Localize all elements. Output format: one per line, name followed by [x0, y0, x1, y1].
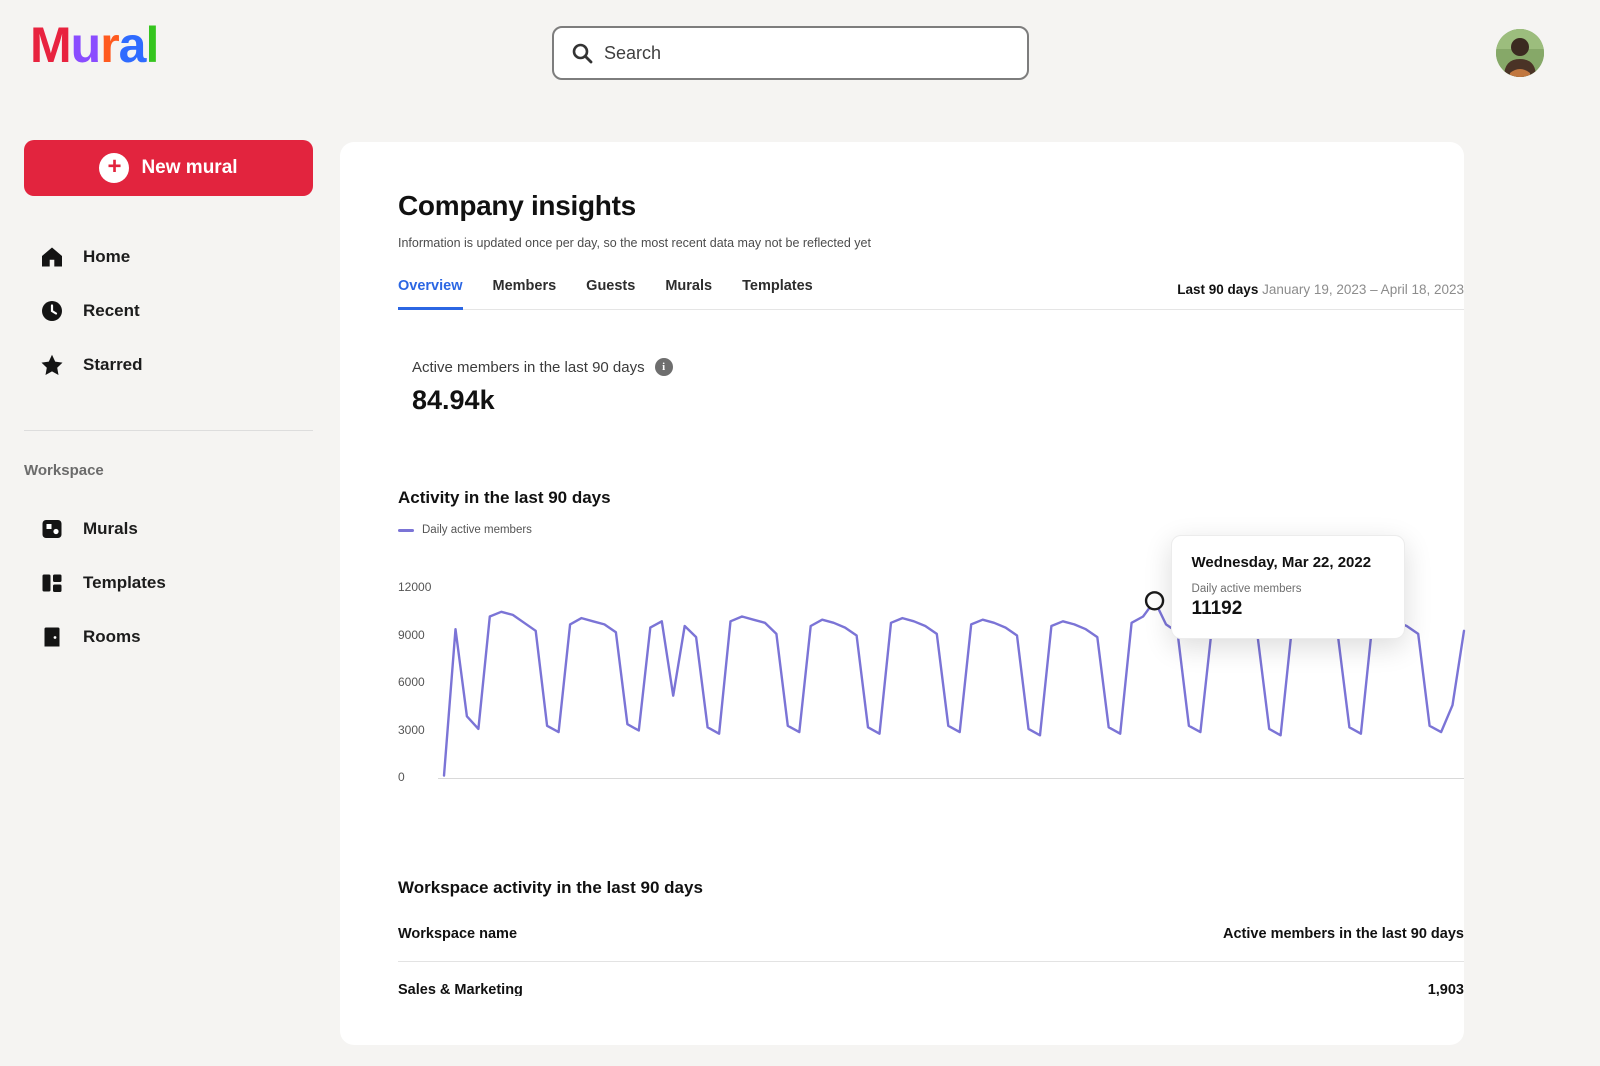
avatar-image — [1496, 29, 1544, 77]
sidebar-item-recent[interactable]: Recent — [0, 284, 340, 338]
workspace-name-cell: Sales & Marketing — [398, 982, 523, 996]
y-tick-label: 3000 — [398, 722, 425, 737]
search-bar[interactable] — [552, 26, 1029, 80]
logo-letter: a — [118, 17, 147, 73]
sidebar-workspace-nav: Murals Templates Rooms — [0, 502, 340, 664]
period-range: January 19, 2023 – April 18, 2023 — [1262, 282, 1464, 297]
workspace-activity-heading: Workspace activity in the last 90 days — [398, 878, 703, 897]
main-card: Company insights Information is updated … — [340, 142, 1466, 1045]
sidebar-item-home[interactable]: Home — [0, 230, 340, 284]
y-tick-label: 9000 — [398, 627, 425, 642]
templates-icon — [42, 574, 62, 592]
period-label: Last 90 days — [1177, 282, 1259, 297]
stat-value: 84.94k — [412, 385, 495, 415]
tab-murals[interactable]: Murals — [665, 278, 713, 294]
search-input[interactable] — [604, 42, 1011, 64]
column-workspace-name: Workspace name — [398, 926, 518, 942]
sidebar-item-label: Templates — [83, 573, 166, 592]
active-members-stat: Active members in the last 90 days i 84.… — [412, 358, 673, 416]
sidebar-item-label: Home — [83, 247, 131, 266]
tab-members[interactable]: Members — [492, 278, 557, 294]
tab-templates[interactable]: Templates — [742, 278, 813, 294]
home-icon — [42, 247, 62, 267]
legend-label: Daily active members — [422, 524, 532, 536]
sidebar-nav: Home Recent Starred — [0, 230, 340, 392]
chart-legend: Daily active members — [398, 524, 532, 536]
mural-logo[interactable]: Mural — [30, 16, 159, 74]
hover-point-marker — [1144, 591, 1165, 611]
active-members-cell: 1,903 — [1427, 982, 1464, 996]
sidebar-divider — [24, 430, 313, 431]
y-tick-label: 0 — [398, 770, 405, 784]
sidebar-item-templates[interactable]: Templates — [0, 556, 340, 610]
logo-letter: r — [100, 17, 119, 73]
table-row[interactable]: Sales & Marketing 1,903 — [398, 982, 1464, 996]
x-axis-line — [438, 778, 1464, 779]
page-subtitle: Information is updated once per day, so … — [398, 236, 871, 250]
activity-heading: Activity in the last 90 days — [398, 488, 611, 507]
activity-chart: 0 3000 6000 9000 12000 Wednesday, Mar 22, 20… — [398, 534, 1466, 800]
stat-label: Active members in the last 90 days — [412, 358, 645, 376]
tooltip-date: Wednesday, Mar 22, 2022 — [1191, 553, 1372, 571]
chart-tooltip: Wednesday, Mar 22, 2022 Daily active mem… — [1170, 534, 1405, 639]
tooltip-value: 11192 — [1191, 597, 1243, 619]
info-icon[interactable]: i — [654, 358, 673, 376]
murals-icon — [42, 520, 62, 538]
workspace-table-rows: Sales & Marketing 1,903 — [398, 982, 1464, 996]
y-tick-label: 12000 — [398, 580, 432, 594]
legend-swatch — [398, 528, 414, 532]
column-active-members: Active members in the last 90 days — [1223, 926, 1464, 942]
logo-letter: u — [70, 17, 102, 73]
sidebar-item-label: Starred — [83, 355, 143, 374]
sidebar-item-rooms[interactable]: Rooms — [0, 610, 340, 664]
search-icon — [572, 43, 593, 64]
clock-icon — [42, 301, 62, 321]
logo-letter: M — [30, 17, 72, 73]
tab-overview[interactable]: Overview — [398, 278, 463, 310]
page-title: Company insights — [398, 190, 636, 221]
tabs: Overview Members Guests Murals Templates — [398, 276, 1464, 310]
logo-letter: l — [145, 17, 159, 73]
new-mural-button[interactable]: + New mural — [24, 140, 313, 196]
plus-icon: + — [99, 153, 130, 183]
star-icon — [41, 354, 63, 375]
door-icon — [44, 627, 60, 647]
y-tick-label: 6000 — [398, 675, 425, 689]
sidebar-item-label: Murals — [83, 519, 138, 538]
workspace-table-header: Workspace name Active members in the las… — [398, 926, 1464, 962]
avatar[interactable] — [1496, 29, 1544, 77]
sidebar-item-murals[interactable]: Murals — [0, 502, 340, 556]
sidebar-item-starred[interactable]: Starred — [0, 338, 340, 392]
tooltip-series-label: Daily active members — [1191, 582, 1302, 595]
new-mural-label: New mural — [141, 157, 238, 178]
tab-guests[interactable]: Guests — [586, 278, 636, 294]
workspace-section-label: Workspace — [24, 462, 104, 479]
period-selector[interactable]: Last 90 days January 19, 2023 – April 18… — [1177, 282, 1464, 297]
sidebar-item-label: Recent — [83, 301, 140, 320]
sidebar-item-label: Rooms — [83, 627, 141, 646]
